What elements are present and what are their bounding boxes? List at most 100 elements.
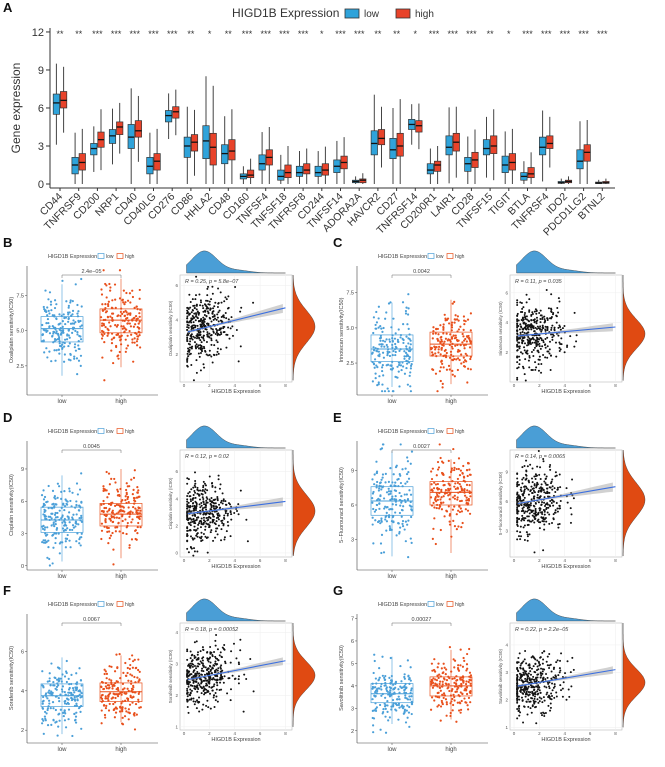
data-point-low — [76, 315, 80, 318]
data-point-low — [64, 523, 67, 526]
data-point-high — [463, 359, 467, 362]
scatter-point — [217, 667, 220, 670]
scatter-point — [542, 341, 545, 344]
data-point-low — [47, 546, 50, 549]
data-point-low — [80, 691, 83, 695]
data-point-low — [55, 527, 59, 530]
data-point-high — [448, 646, 452, 649]
data-point-low — [408, 695, 411, 698]
data-point-high — [133, 499, 136, 502]
data-point-low — [54, 359, 57, 362]
scatter-point — [524, 358, 527, 361]
scatter-point — [550, 333, 553, 336]
data-point-low — [375, 470, 379, 473]
scatter-point — [195, 337, 198, 340]
data-point-low — [41, 323, 44, 327]
scatter-point — [571, 494, 574, 497]
data-point-high — [434, 348, 437, 351]
scatter-point — [545, 475, 548, 478]
data-point-high — [439, 498, 442, 501]
data-point-low — [374, 677, 377, 680]
data-point-low — [409, 367, 412, 370]
scatter-point — [552, 500, 555, 503]
scatter-point — [189, 306, 192, 309]
data-point-high — [453, 497, 457, 500]
data-point-high — [440, 667, 443, 670]
scatter-point — [527, 479, 530, 482]
scatter-point — [533, 320, 536, 323]
data-point-high — [111, 312, 115, 315]
data-point-high — [108, 537, 111, 540]
scatter-point — [212, 518, 215, 521]
scatter-point — [195, 275, 198, 278]
data-point-low — [73, 712, 76, 715]
scatter-point — [536, 493, 539, 496]
scatter-point — [213, 522, 216, 525]
y-axis-label: 5−Fluorouracil sensitivity (IC50) — [498, 471, 503, 535]
scatter-point — [552, 518, 555, 521]
data-point-high — [128, 703, 132, 706]
data-point-low — [51, 503, 54, 506]
scatter-point — [545, 487, 548, 490]
scatter-point — [207, 285, 210, 288]
scatter-point — [539, 321, 542, 324]
scatter-point — [546, 336, 549, 339]
data-point-low — [51, 314, 54, 317]
data-point-high — [117, 314, 120, 317]
data-point-high — [111, 316, 114, 320]
scatter-point — [530, 667, 533, 670]
data-point-low — [395, 464, 398, 467]
data-point-high — [438, 696, 441, 699]
data-point-high — [444, 682, 447, 685]
scatter-point — [186, 658, 189, 661]
scatter-point — [516, 701, 519, 704]
data-point-low — [391, 481, 394, 484]
data-point-high — [133, 341, 136, 344]
data-point-high — [129, 313, 132, 316]
scatter-point — [214, 639, 217, 642]
data-point-high — [136, 326, 139, 329]
data-point-high — [440, 699, 443, 703]
scatter-point — [541, 513, 544, 516]
scatter-point — [206, 523, 209, 526]
data-point-high — [110, 511, 114, 514]
scatter-point — [519, 331, 522, 334]
data-point-high — [134, 331, 137, 335]
data-point-low — [382, 326, 385, 330]
data-point-low — [58, 337, 61, 341]
data-point-high — [459, 469, 462, 472]
scatter-point — [216, 341, 219, 344]
data-point-high — [443, 340, 446, 343]
scatter-point — [516, 320, 519, 323]
data-point-high — [431, 337, 434, 340]
scatter-point — [536, 665, 539, 668]
scatter-point — [188, 517, 191, 520]
data-point-low — [80, 727, 83, 730]
data-point-low — [63, 710, 66, 714]
data-point-high — [463, 697, 466, 700]
data-point-high — [444, 317, 447, 320]
y-tick-label: 9 — [21, 467, 24, 473]
data-point-low — [388, 508, 391, 511]
scatter-point — [531, 311, 534, 314]
scatter-point — [187, 711, 190, 714]
data-point-high — [469, 312, 472, 315]
data-point-low — [380, 327, 383, 330]
data-point-low — [67, 688, 71, 691]
data-point-high — [447, 494, 450, 497]
x-tick-label: 6 — [589, 383, 592, 388]
y-tick-label: 4 — [175, 496, 178, 501]
data-point-low — [59, 693, 62, 696]
data-point-high — [435, 474, 438, 477]
x-tick-label: 2 — [538, 558, 541, 563]
box-high — [546, 135, 554, 149]
data-point-high — [453, 695, 456, 699]
box-high — [247, 169, 255, 179]
scatter-point — [209, 517, 212, 520]
scatter-point — [565, 487, 568, 490]
data-point-low — [67, 718, 70, 721]
data-point-high — [120, 334, 123, 337]
x-tick-label: 8 — [284, 731, 287, 736]
regression-line — [517, 486, 616, 505]
scatter-point — [212, 696, 215, 699]
